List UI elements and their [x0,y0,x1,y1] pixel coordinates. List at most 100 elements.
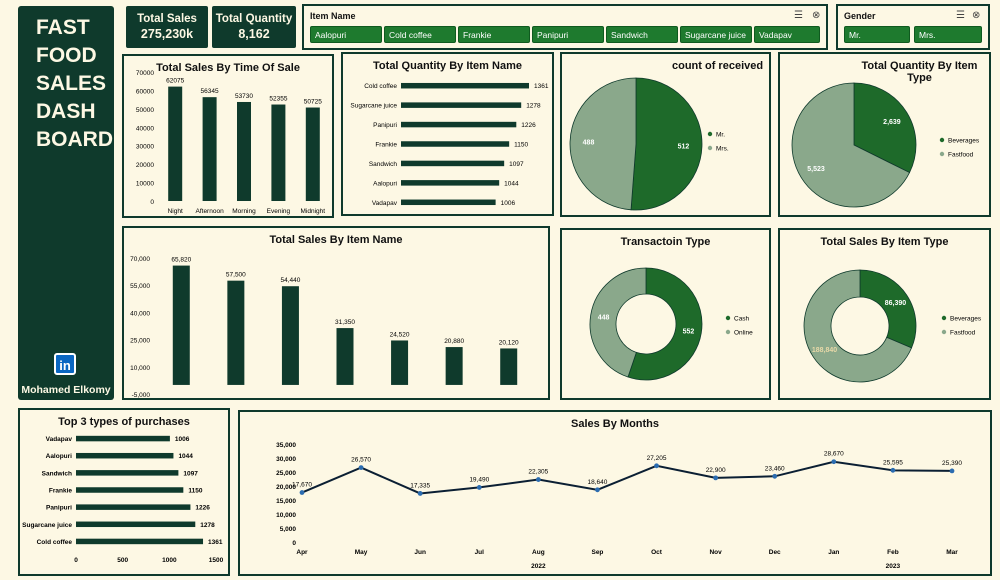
data-label: 56345 [201,88,219,95]
slice-label: 188,840 [812,347,837,354]
x-tick-label: Dec [769,549,781,556]
x-tick-label: Jul [475,549,485,556]
kpi-label: Total Quantity [215,13,293,25]
quantity-by-item-panel: Total Quantity By Item Name Cold coffee 1… [341,52,554,216]
legend-swatch [725,329,731,335]
y-tick-label: 10000 [136,181,154,188]
bar-aalopuri [76,452,174,459]
year-label: 2022 [531,563,546,570]
y-tick-label: 40,000 [130,310,150,317]
bar-afternoon [202,97,217,201]
chart-title: count of received [672,60,764,72]
y-tick-label: 50000 [136,107,154,114]
y-tick-label: 35,000 [276,442,296,449]
chart-title: Total Quantity By Item Type [861,60,978,84]
data-label: 52355 [269,96,287,103]
slicer-option-sandwich[interactable]: Sandwich [606,26,678,43]
x-tick-label: Oct [651,549,663,556]
linkedin-icon[interactable]: in [54,353,76,375]
bar-frankie [227,280,245,385]
slice-mrs [569,77,637,211]
gender-slicer: Gender ☰ ⊗ Mr. Mrs. [836,4,990,50]
kpi-total-quantity: Total Quantity 8,162 [212,6,296,48]
legend-label: Cash [734,316,750,323]
y-tick-label: 25,000 [276,470,296,477]
x-tick-label: 500 [117,557,128,564]
bar-midnight [305,107,320,201]
slice-beverages [859,269,917,349]
data-point-apr [299,490,305,495]
slicer-option-cold-coffee[interactable]: Cold coffee [384,26,456,43]
clear-filter-icon[interactable]: ⊗ [812,10,821,21]
legend-swatch [941,329,947,335]
data-label: 17,670 [292,482,312,489]
legend-label: Online [734,330,753,337]
data-point-jan [831,459,837,465]
sales-by-time-panel: Total Sales By Time Of Sale 0 10000 20000 3… [122,54,334,218]
chart-title: Sales By Months [570,418,660,430]
slicer-option-mrs[interactable]: Mrs. [914,26,982,43]
y-tick-label: Frankie [49,488,73,495]
bar-cold-coffee [76,538,204,545]
data-label: 1097 [509,161,524,168]
y-tick-label: Vadapav [46,436,73,443]
chart-title: Total Sales By Time Of Sale [156,62,300,74]
data-label: 65,820 [171,257,191,264]
y-tick-label: Sugarcane juice [350,103,397,110]
data-label: 1361 [534,83,549,90]
y-tick-label: Aalopuri [46,453,73,460]
data-label: 20,880 [444,338,464,345]
kpi-total-sales: Total Sales 275,230k [126,6,208,48]
quantity-by-type-chart: 2,639 5,523 Beverages Fastfood [791,82,980,208]
slicer-option-sugarcane-juice[interactable]: Sugarcane juice [680,26,752,43]
slice-fastfood [803,269,913,383]
clear-filter-icon[interactable]: ⊗ [972,10,981,21]
y-tick-label: 30000 [136,144,154,151]
quantity-by-type-panel: Total Quantity By Item Type 2,639 5,523 Be… [778,52,991,217]
multi-select-icon[interactable]: ☰ [794,10,803,21]
slicer-option-panipuri[interactable]: Panipuri [532,26,604,43]
y-tick-label: 20000 [136,162,154,169]
y-tick-label: 0 [292,540,296,547]
bar-night [168,86,183,201]
top3-purchases-chart: Vadapav 1006 Aalopuri 1044 Sandwich 1097 Frank… [22,435,224,564]
y-tick-label: Panipuri [373,122,397,129]
slicer-option-vadapav[interactable]: Vadapav [754,26,820,43]
x-tick-label: Aug [532,549,545,556]
slicer-option-aalopuri[interactable]: Aalopuri [310,26,382,43]
bar-frankie [401,141,510,147]
x-tick-label: Sep [591,549,603,556]
legend-swatch [939,137,945,143]
multi-select-icon[interactable]: ☰ [956,10,965,21]
bar-sugarcane-juice [401,102,522,108]
bar-sandwich [401,160,505,167]
data-point-jul [476,485,482,490]
slicer-option-frankie[interactable]: Frankie [458,26,530,43]
data-label: 1278 [526,103,541,110]
data-point-nov [713,475,719,481]
sales-by-item-panel: Total Sales By Item Name -5,000 10,000 25,… [122,226,550,400]
x-tick-label: Apr [296,549,308,556]
data-point-aug [535,477,541,482]
bar-sugarcane-juice [76,521,196,528]
sales-by-months-panel: Sales By Months 0 5,000 10,000 15,000 20,000… [238,410,992,576]
y-tick-label: 25,000 [130,338,150,345]
slice-label: 512 [678,143,690,150]
y-tick-label: Vadapav [372,200,398,207]
data-label: 1006 [175,436,190,443]
sales-by-item-chart: -5,000 10,000 25,000 40,000 55,000 70,000 65,8… [130,256,519,398]
data-label: 18,640 [588,479,608,486]
dashboard-title: FAST FOOD SALES DASH BOARD [36,16,113,151]
slicer-option-mr[interactable]: Mr. [844,26,910,43]
legend-swatch [707,145,713,151]
x-tick-label: Midnight [301,208,326,215]
y-tick-label: Cold coffee [364,83,397,90]
slice-label: 5,523 [807,166,825,173]
bar-sandwich [172,265,190,385]
legend-label: Fastfood [950,330,976,337]
x-tick-label: Night [168,208,183,215]
series-line [301,460,953,495]
legend-swatch [939,151,945,157]
data-label: 31,350 [335,319,355,326]
bar-cold-coffee [401,82,529,89]
